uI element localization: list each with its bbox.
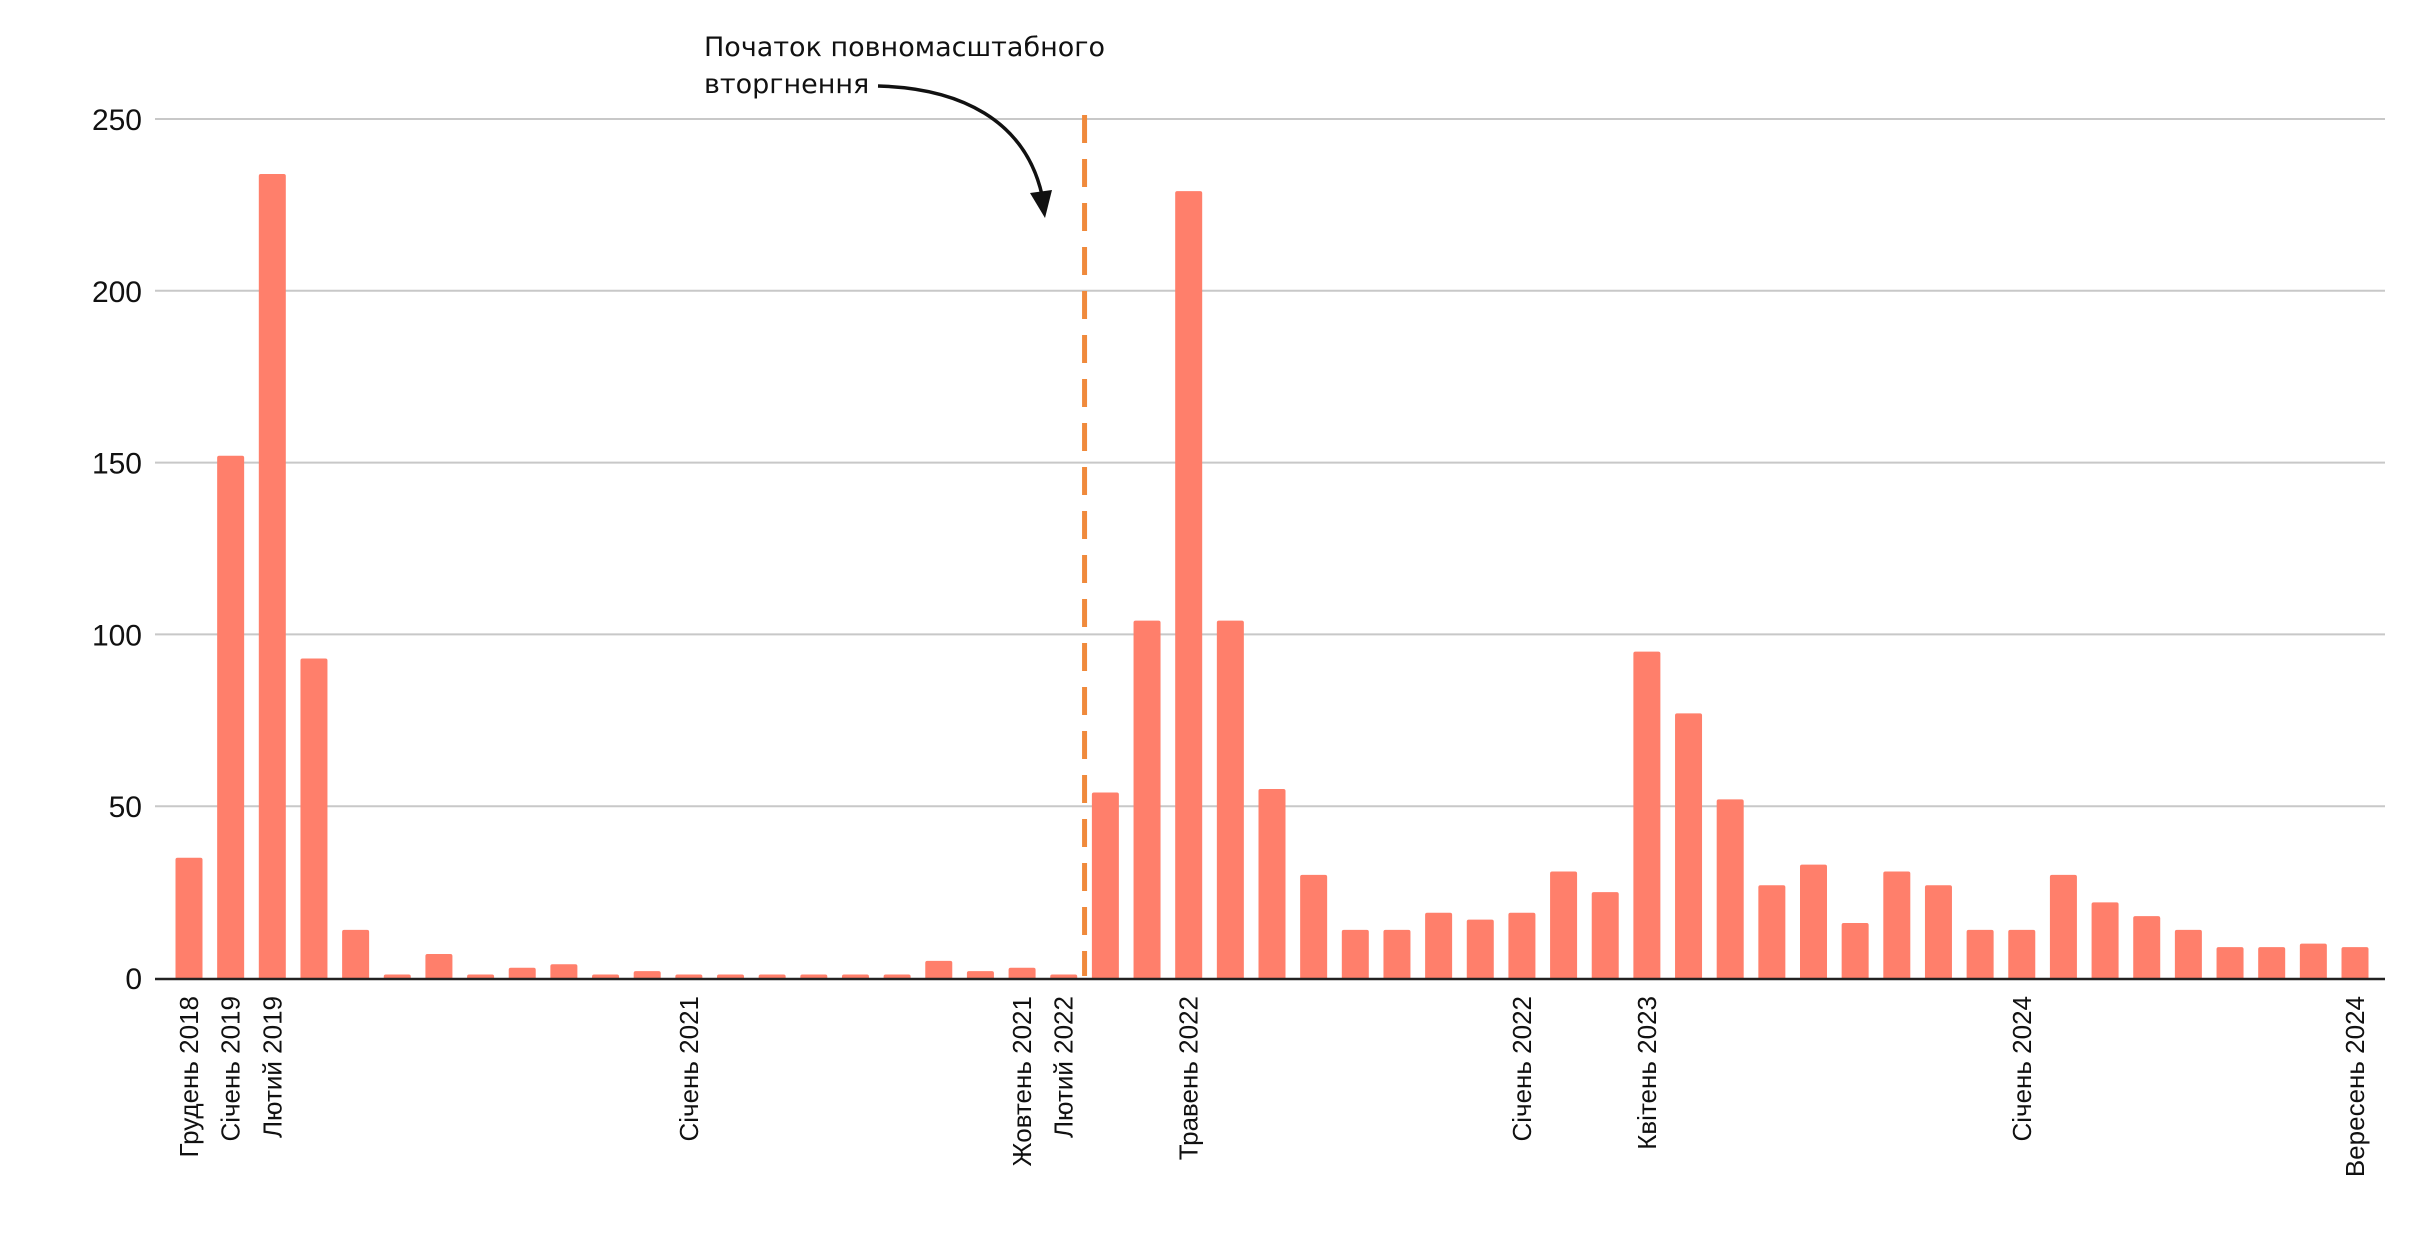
invasion-annotation: Початок повномасштабного вторгнення	[704, 32, 1105, 218]
bar-2	[258, 173, 286, 981]
bar-49	[2216, 947, 2244, 980]
bar-41	[1883, 871, 1911, 980]
bar-43	[1966, 929, 1994, 980]
x-tick-label: Січень 2022	[1507, 996, 1537, 1142]
bar-23	[1133, 620, 1161, 980]
bar-18	[925, 960, 953, 980]
y-tick-250: 250	[92, 104, 142, 137]
bar-1	[217, 455, 245, 981]
bar-46	[2091, 902, 2119, 980]
x-tick-label: Жовтень 2021	[1007, 996, 1037, 1166]
x-axis-ticks: Грудень 2018 Січень 2019 Лютий 2019 Січень …	[174, 996, 2370, 1177]
x-tick-label: Лютий 2019	[257, 996, 287, 1138]
bar-31	[1466, 919, 1494, 980]
y-tick-200: 200	[92, 276, 142, 309]
bar-22	[1091, 792, 1119, 980]
y-tick-50: 50	[109, 791, 142, 824]
bar-52	[2341, 947, 2369, 980]
bar-27	[1300, 874, 1328, 980]
x-tick-label: Січень 2021	[674, 996, 704, 1142]
x-tick-label: Квітень 2023	[1632, 996, 1662, 1150]
annotation-line-2: вторгнення	[704, 69, 869, 100]
bar-47	[2133, 916, 2161, 980]
bar-25	[1216, 620, 1244, 980]
bar-45	[2049, 874, 2077, 980]
annotation-line-1: Початок повномасштабного	[704, 32, 1105, 63]
bar-38	[1758, 885, 1786, 980]
bars	[175, 173, 2369, 981]
bar-37	[1716, 799, 1744, 980]
bar-6	[425, 953, 453, 980]
y-axis-ticks: 0 50 100 150 200 250	[92, 104, 142, 996]
grid-lines	[155, 118, 2385, 808]
bar-20	[1008, 967, 1036, 980]
bar-33	[1550, 871, 1578, 980]
bar-9	[550, 964, 578, 980]
annotation-arrow	[877, 84, 1044, 196]
x-tick-label: Січень 2019	[216, 996, 246, 1142]
bar-3	[300, 658, 328, 980]
bar-29	[1383, 929, 1411, 980]
bar-51	[2299, 943, 2327, 980]
bar-39	[1800, 864, 1827, 980]
bar-35	[1633, 651, 1661, 980]
bar-32	[1508, 912, 1536, 980]
x-tick-label: Грудень 2018	[174, 996, 204, 1158]
x-tick-label: Січень 2024	[2007, 996, 2037, 1142]
bar-24	[1175, 191, 1203, 980]
annotation-arrowhead	[1030, 190, 1052, 218]
bar-50	[2258, 947, 2286, 980]
bar-28	[1341, 929, 1369, 980]
bar-42	[1924, 885, 1952, 980]
y-tick-100: 100	[92, 619, 142, 652]
bar-26	[1258, 789, 1286, 980]
bar-4	[342, 929, 370, 980]
x-tick-label: Травень 2022	[1174, 996, 1204, 1160]
y-tick-150: 150	[92, 448, 142, 481]
bar-40	[1841, 923, 1869, 980]
bar-34	[1591, 892, 1619, 980]
x-tick-label: Лютий 2022	[1049, 996, 1079, 1138]
y-tick-0: 0	[125, 963, 142, 996]
bar-44	[2008, 929, 2036, 980]
bar-8	[508, 967, 536, 980]
bar-30	[1425, 912, 1453, 980]
bar-36	[1675, 713, 1703, 980]
x-tick-label: Вересень 2024	[2340, 996, 2370, 1177]
bar-48	[2174, 929, 2202, 980]
bar-0	[175, 857, 203, 980]
